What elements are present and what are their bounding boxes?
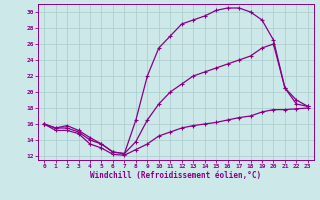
X-axis label: Windchill (Refroidissement éolien,°C): Windchill (Refroidissement éolien,°C) (91, 171, 261, 180)
